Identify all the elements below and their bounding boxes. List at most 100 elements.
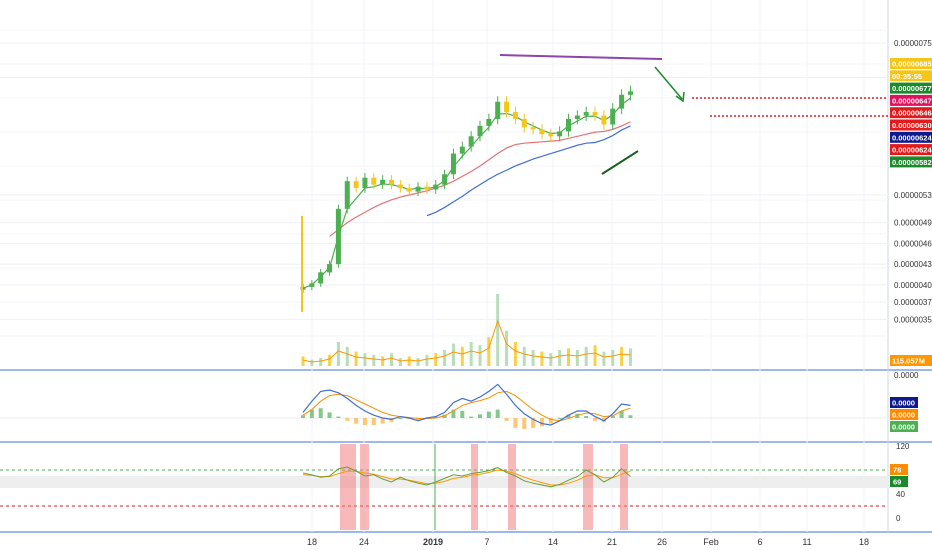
macd-histogram-bar [513,418,518,428]
price-label: 0.00000647 [892,96,932,105]
macd-histogram-bar [548,418,553,424]
rsi-tick-label: 40 [896,490,905,499]
price-label: 0.00000646 [892,109,932,118]
volume-bar [354,351,358,366]
candle-body [415,186,421,192]
macd-histogram-bar [301,415,305,418]
macd-histogram-bar [327,412,332,418]
price-label-box [890,70,932,82]
rsi-highlight-zone [508,444,516,530]
volume-bar [460,346,464,366]
candle-body [389,179,394,185]
macd-histogram-bar [371,418,376,425]
macd-label: 0.0000 [892,423,915,432]
candle-body [371,177,377,185]
rsi-label: 69 [893,478,901,487]
volume-bar [425,354,429,366]
volume-bar [584,346,588,366]
macd-histogram-bar [354,418,359,424]
rsi-highlight-zone [620,444,628,530]
rsi-highlight-zone [583,444,593,530]
candle-body [548,134,554,137]
volume-label: 115.057M [892,357,925,366]
x-tick-label: 2019 [423,537,443,547]
candle-body [397,184,403,189]
price-label: 0.00000624 [892,146,932,155]
price-label-box [890,94,932,106]
macd-histogram-bar [362,418,367,425]
candle-body [406,188,412,192]
candle-body [468,136,474,147]
candle-body [353,181,359,189]
price-tick-label: 0.00000375 [894,298,932,307]
macd-histogram-bar [416,418,421,421]
volume-bar [319,358,323,366]
price-label: 00:35:55 [892,72,922,81]
price-label: 0.00000630 [892,121,932,130]
candle-body [433,184,439,190]
moving-average-line [426,125,631,217]
volume-bar [593,345,597,366]
candle-body [601,115,607,125]
volume-bar [522,346,526,366]
macd-histogram-bar [575,413,580,418]
moving-average-line [329,121,631,237]
candle-body [557,131,563,137]
macd-histogram-bar [504,418,509,421]
rsi-label-box [890,464,908,475]
x-tick-label: 6 [757,537,762,547]
candle-body [566,119,571,132]
candle-body [512,112,518,119]
volume-bar [390,353,393,366]
volume-bar [513,342,517,366]
macd-histogram-bar [557,418,562,419]
macd-histogram-bar [389,418,394,423]
moving-average-line [302,97,631,289]
rsi-label-box [890,476,908,487]
macd-label: 0.0000 [892,411,915,420]
candle-body [495,101,501,119]
macd-tick-label: 0.0000 [894,371,919,380]
candle-body [309,283,315,287]
macd-histogram-bar [539,418,544,427]
macd-histogram-bar [486,411,491,418]
candle-body [450,153,456,175]
volume-bar [443,350,447,366]
volume-bar [549,353,553,366]
macd-histogram-bar [531,418,536,428]
candle-body [504,101,510,113]
x-tick-label: 24 [359,537,369,547]
macd-histogram-bar [469,416,474,418]
candle-body [327,264,333,273]
volume-bar [611,350,615,366]
macd-histogram-bar [451,409,456,418]
volume-bar [398,358,402,366]
volume-bar [416,358,420,366]
x-tick-label: 26 [657,537,667,547]
candle-body [530,127,536,130]
x-tick-label: Feb [703,537,719,547]
macd-label-box [890,421,918,432]
volume-bar [407,356,411,366]
volume-bar [434,353,438,366]
volume-bar [328,354,332,366]
macd-histogram-bar [584,416,589,418]
macd-label: 0.0000 [892,399,915,408]
volume-label-box [890,355,932,366]
price-label: 0.00000624 [892,133,932,142]
price-label: 0.00000582 [892,158,932,167]
price-label: 0.00000685 [892,60,932,69]
candle-body [335,208,341,265]
macd-label-box [890,409,918,420]
candle-body [442,174,448,185]
volume-bar [487,337,491,366]
volume-bar [531,350,535,366]
macd-histogram-bar [619,411,624,418]
candle-body [344,181,350,209]
candle-body [627,91,633,95]
